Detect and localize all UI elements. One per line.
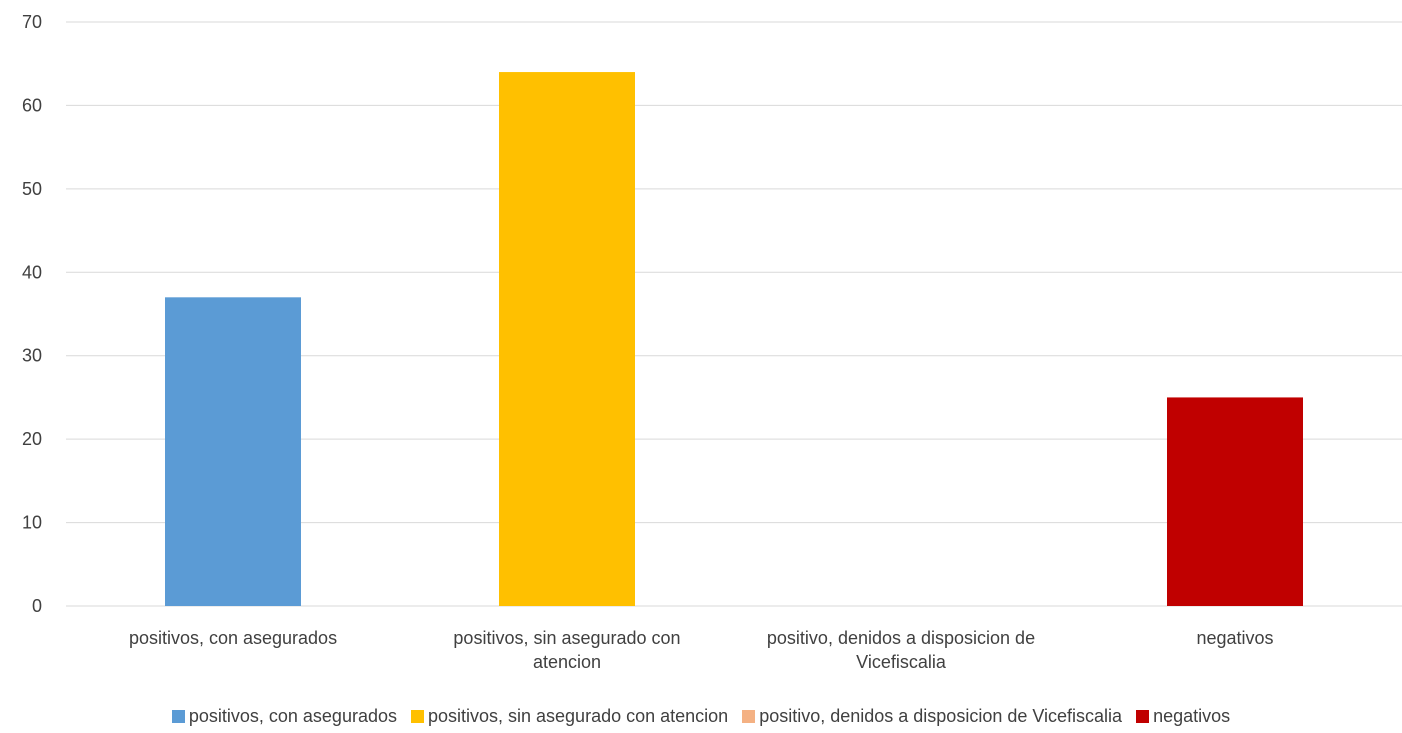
legend-item: negativos: [1136, 706, 1230, 727]
legend-item: positivos, sin asegurado con atencion: [410, 706, 729, 727]
legend-swatch: [1136, 710, 1150, 723]
x-category-label: atencion: [533, 652, 601, 672]
y-tick-label: 60: [22, 95, 42, 115]
legend-label: positivos, con asegurados: [188, 706, 397, 726]
y-tick-label: 40: [22, 262, 42, 282]
x-category-label: Vicefiscalia: [856, 652, 947, 672]
y-tick-label: 10: [22, 513, 42, 533]
bar-3: [1167, 397, 1303, 606]
x-category-label: positivos, con asegurados: [129, 628, 337, 648]
y-tick-label: 30: [22, 346, 42, 366]
y-tick-label: 20: [22, 429, 42, 449]
chart-legend: positivos, con asegurados positivos, sin …: [0, 706, 1402, 727]
legend-label: positivos, sin asegurado con atencion: [427, 706, 729, 726]
legend-swatch: [742, 710, 756, 723]
x-category-label: positivos, sin asegurado con: [453, 628, 680, 648]
legend-label: negativos: [1153, 706, 1231, 726]
bar-chart: 0 10 20 30 40 50 60 70 positivos, con asegurados…: [22, 12, 1402, 672]
legend-swatch: [171, 710, 185, 723]
legend-label: positivo, denidos a disposicion de Vicef…: [759, 706, 1123, 726]
y-tick-label: 50: [22, 179, 42, 199]
legend-swatch: [410, 710, 424, 723]
legend-item: positivo, denidos a disposicion de Vicef…: [742, 706, 1122, 727]
bar-1: [499, 72, 635, 607]
y-tick-label: 0: [32, 596, 42, 616]
legend-item: positivos, con asegurados: [171, 706, 397, 727]
x-category-label: positivo, denidos a disposicion de: [767, 628, 1035, 648]
x-category-label: negativos: [1196, 628, 1273, 648]
bar-0: [165, 297, 301, 606]
y-tick-label: 70: [22, 12, 42, 32]
